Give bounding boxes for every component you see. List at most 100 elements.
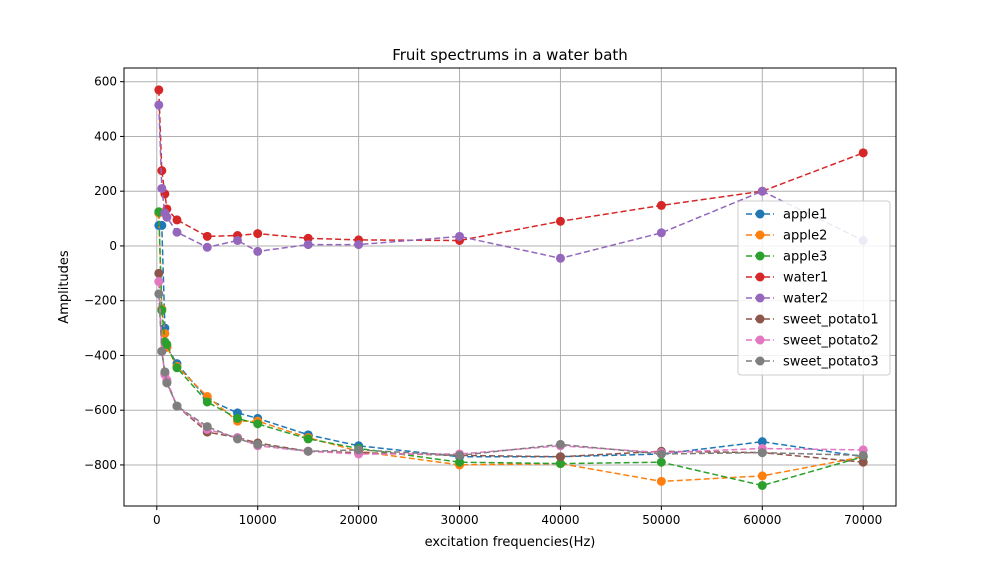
data-point xyxy=(303,446,313,456)
series-sweet_potato3 xyxy=(154,289,868,460)
legend-box xyxy=(737,200,891,376)
x-tick-label: 10000 xyxy=(239,513,277,527)
series-water2 xyxy=(154,100,868,263)
data-point xyxy=(202,231,212,241)
legend-marker xyxy=(755,230,765,240)
data-point xyxy=(757,471,767,481)
y-tick-label: 200 xyxy=(94,184,117,198)
data-point xyxy=(202,242,212,252)
data-point xyxy=(172,227,182,237)
series-layer xyxy=(154,85,868,490)
data-point xyxy=(154,277,164,287)
legend-item: sweet_potato1 xyxy=(746,313,879,328)
data-point xyxy=(555,452,565,462)
x-tick-label: 70000 xyxy=(844,513,882,527)
series-line xyxy=(158,213,864,483)
legend: apple1 apple2 apple3 water1 water2 sweet_pota… xyxy=(737,200,891,376)
data-point xyxy=(656,228,666,238)
data-point xyxy=(202,422,212,432)
plot-frame xyxy=(123,67,897,507)
data-point xyxy=(162,378,172,388)
data-point xyxy=(157,183,167,193)
data-point xyxy=(656,449,666,459)
legend-item: apple1 xyxy=(746,208,827,223)
data-point xyxy=(555,459,565,469)
data-point xyxy=(154,85,164,95)
data-point xyxy=(253,419,263,429)
data-point xyxy=(162,339,172,349)
data-point xyxy=(656,476,666,486)
legend-item: apple2 xyxy=(746,229,827,244)
data-point xyxy=(303,434,313,444)
legend-label: sweet_potato1 xyxy=(783,313,879,328)
legend-item: water1 xyxy=(746,271,828,286)
data-point xyxy=(354,240,364,250)
x-tick-label: 40000 xyxy=(541,513,579,527)
data-point xyxy=(253,246,263,256)
y-tick-label: −600 xyxy=(84,403,117,417)
data-point xyxy=(858,450,868,460)
data-point xyxy=(555,216,565,226)
grid xyxy=(124,68,896,506)
legend-label: sweet_potato2 xyxy=(783,334,879,349)
legend-label: apple3 xyxy=(783,250,827,265)
data-point xyxy=(455,231,465,241)
legend-marker xyxy=(755,272,765,282)
data-point xyxy=(455,457,465,467)
data-point xyxy=(157,305,167,315)
data-point xyxy=(154,100,164,110)
data-point xyxy=(160,367,170,377)
data-point xyxy=(757,437,767,447)
data-point xyxy=(757,480,767,490)
legend-marker xyxy=(755,293,765,303)
data-point xyxy=(656,200,666,210)
x-tick-label: 60000 xyxy=(743,513,781,527)
y-tick-label: 0 xyxy=(109,239,117,253)
y-tick-label: −400 xyxy=(84,348,117,362)
data-point xyxy=(757,186,767,196)
legend-item: water2 xyxy=(746,292,828,307)
data-point xyxy=(555,439,565,449)
x-tick-label: 20000 xyxy=(340,513,378,527)
legend-marker xyxy=(755,356,765,366)
legend-item: apple3 xyxy=(746,250,827,265)
data-point xyxy=(172,401,182,411)
legend-marker xyxy=(755,314,765,324)
legend-marker xyxy=(755,209,765,219)
y-axis-label: Amplitudes xyxy=(57,250,72,324)
y-tick-label: 400 xyxy=(94,129,117,143)
legend-label: apple1 xyxy=(783,208,827,223)
legend-label: water2 xyxy=(783,292,828,307)
y-tick-label: −200 xyxy=(84,294,117,308)
x-tick-label: 30000 xyxy=(440,513,478,527)
data-point xyxy=(157,346,167,356)
legend-label: sweet_potato3 xyxy=(783,355,879,370)
data-point xyxy=(455,450,465,460)
y-tick-label: 600 xyxy=(94,75,117,89)
legend-item: sweet_potato3 xyxy=(746,355,879,370)
data-point xyxy=(202,397,212,407)
data-point xyxy=(757,448,767,458)
legend-label: apple2 xyxy=(783,229,827,244)
data-point xyxy=(253,439,263,449)
x-axis-ticks: 0 10000 20000 30000 40000 50000 60000 70000 xyxy=(153,506,882,527)
data-point xyxy=(162,212,172,222)
data-point xyxy=(233,235,243,245)
data-point xyxy=(858,457,868,467)
y-tick-label: −800 xyxy=(84,458,117,472)
data-point xyxy=(303,240,313,250)
data-point xyxy=(172,363,182,373)
data-point xyxy=(154,268,164,278)
data-point xyxy=(172,215,182,225)
legend-marker xyxy=(755,251,765,261)
data-point xyxy=(555,253,565,263)
data-point xyxy=(154,289,164,299)
data-point xyxy=(233,434,243,444)
x-tick-label: 0 xyxy=(153,513,161,527)
x-axis-label: excitation frequencies(Hz) xyxy=(425,535,596,550)
data-point xyxy=(160,329,170,339)
legend-marker xyxy=(755,335,765,345)
data-point xyxy=(303,233,313,243)
legend-item: sweet_potato2 xyxy=(746,334,879,349)
data-point xyxy=(354,445,364,455)
